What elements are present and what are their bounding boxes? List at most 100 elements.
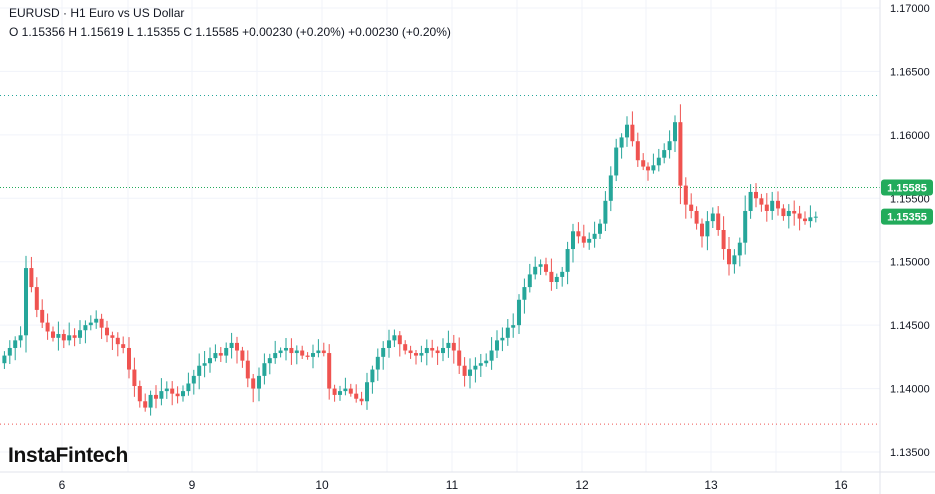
candle-down bbox=[245, 350, 250, 388]
candle-up bbox=[473, 357, 478, 383]
candle-body bbox=[527, 274, 532, 288]
candle-up bbox=[83, 320, 88, 344]
candle-up bbox=[673, 115, 677, 153]
candle-down bbox=[678, 104, 683, 205]
candle-body bbox=[630, 124, 635, 142]
candle-up bbox=[94, 310, 99, 329]
candle-up bbox=[625, 116, 629, 147]
candle-up bbox=[67, 322, 72, 346]
candle-down bbox=[300, 345, 305, 360]
candle-body bbox=[505, 327, 510, 338]
candle-body bbox=[316, 350, 321, 354]
candle-body bbox=[332, 388, 337, 395]
candle-up bbox=[392, 329, 397, 348]
candle-down bbox=[435, 346, 440, 365]
candle-down bbox=[143, 393, 148, 412]
y-tick-label: 1.15000 bbox=[890, 257, 930, 269]
candle-up bbox=[267, 353, 272, 375]
candle-down bbox=[457, 337, 462, 375]
candle-body bbox=[148, 394, 153, 408]
candle-body bbox=[311, 353, 315, 357]
candle-up bbox=[381, 341, 386, 370]
candle-down bbox=[289, 338, 294, 365]
candle-body bbox=[705, 221, 710, 237]
candle-down bbox=[451, 334, 456, 364]
candle-up bbox=[478, 353, 483, 377]
candle-down bbox=[51, 326, 55, 342]
candle-up bbox=[56, 321, 61, 351]
candle-up bbox=[375, 348, 380, 381]
candle-body bbox=[72, 335, 77, 338]
candle-up bbox=[603, 191, 608, 232]
candle-down bbox=[321, 342, 326, 357]
candle-up bbox=[311, 344, 315, 369]
candle-body bbox=[451, 342, 456, 351]
candle-down bbox=[332, 384, 337, 402]
candle-body bbox=[164, 388, 169, 392]
candle-body bbox=[571, 231, 575, 250]
candle-up bbox=[424, 339, 429, 366]
candle-down bbox=[764, 193, 769, 222]
candle-body bbox=[132, 369, 137, 387]
candle-body bbox=[170, 388, 175, 394]
candle-body bbox=[489, 350, 494, 361]
candle-body bbox=[88, 322, 93, 326]
candle-body bbox=[538, 264, 543, 267]
candle-down bbox=[305, 352, 310, 360]
candle-up bbox=[191, 369, 196, 395]
candle-body bbox=[576, 231, 581, 237]
candle-down bbox=[240, 346, 245, 368]
candle-down bbox=[462, 357, 467, 387]
candle-body bbox=[143, 401, 148, 408]
candle-body bbox=[218, 353, 223, 356]
candle-body bbox=[619, 137, 624, 148]
candle-down bbox=[576, 222, 581, 244]
y-tick-label: 1.13500 bbox=[890, 447, 930, 459]
candle-up bbox=[370, 365, 375, 394]
candle-body bbox=[175, 393, 180, 397]
y-tick-label: 1.17000 bbox=[890, 3, 930, 15]
last-price-badge: 1.15585 bbox=[881, 179, 933, 196]
candle-body bbox=[603, 200, 608, 224]
candle-down bbox=[40, 299, 45, 329]
candle-up bbox=[743, 195, 748, 255]
candle-body bbox=[792, 210, 797, 214]
candle-up bbox=[13, 336, 18, 361]
candle-body bbox=[343, 388, 348, 392]
candle-down bbox=[251, 373, 256, 403]
candle-body bbox=[554, 276, 559, 283]
candle-down bbox=[132, 357, 137, 397]
candle-body bbox=[305, 355, 310, 357]
candle-down bbox=[781, 204, 786, 221]
candle-down bbox=[641, 153, 646, 171]
candle-up bbox=[813, 211, 818, 223]
candle-body bbox=[154, 394, 158, 399]
candle-up bbox=[662, 143, 667, 164]
candle-down bbox=[581, 224, 586, 248]
candle-up bbox=[181, 385, 185, 402]
candle-up bbox=[273, 340, 278, 364]
candle-up bbox=[468, 358, 472, 389]
candle-down bbox=[721, 216, 726, 260]
candle-body bbox=[446, 342, 451, 348]
candle-body bbox=[581, 236, 586, 243]
candle-body bbox=[40, 309, 45, 323]
candle-body bbox=[754, 191, 758, 199]
candle-up bbox=[18, 326, 23, 348]
candle-down bbox=[403, 340, 408, 355]
candle-up bbox=[446, 330, 451, 358]
candle-body bbox=[121, 344, 126, 348]
candle-body bbox=[403, 344, 408, 351]
candle-body bbox=[34, 287, 39, 310]
candle-up bbox=[533, 256, 538, 280]
candle-down bbox=[689, 193, 694, 219]
candle-body bbox=[56, 334, 61, 338]
candle-body bbox=[354, 393, 359, 399]
candle-down bbox=[137, 380, 142, 408]
candle-up bbox=[224, 342, 229, 363]
candle-up bbox=[737, 237, 742, 267]
price-badges: 1.15585 1.15355 bbox=[881, 179, 933, 225]
